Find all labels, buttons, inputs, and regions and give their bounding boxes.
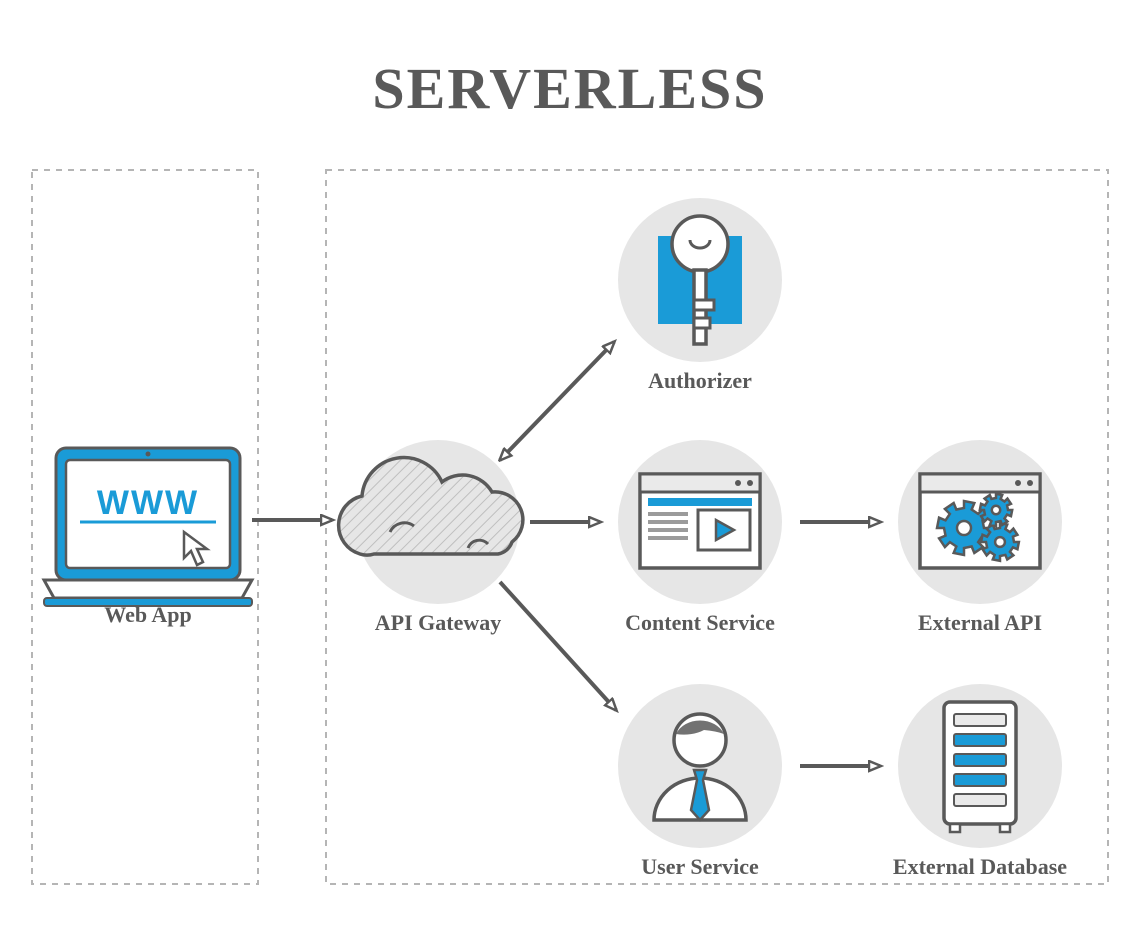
- node-content: Content Service: [618, 440, 782, 635]
- gateway-label: API Gateway: [375, 610, 501, 635]
- node-user: User Service: [618, 684, 782, 879]
- edge-gateway-auth: [500, 342, 614, 460]
- www-text: WWW: [97, 484, 199, 522]
- extapi-label: External API: [918, 610, 1042, 635]
- edge-gateway-user: [500, 582, 616, 710]
- extdb-label: External Database: [893, 854, 1067, 879]
- node-extapi: External API: [898, 440, 1062, 635]
- webapp-label: Web App: [104, 602, 191, 627]
- auth-label: Authorizer: [648, 368, 752, 393]
- diagram-canvas: SERVERLESS WWW Web App API Gateway Authoriz…: [0, 0, 1140, 949]
- content-label: Content Service: [625, 610, 775, 635]
- user-label: User Service: [641, 854, 759, 879]
- node-gateway: API Gateway: [339, 440, 523, 635]
- diagram-title: SERVERLESS: [372, 56, 767, 121]
- node-extdb: External Database: [893, 684, 1067, 879]
- node-webapp: WWW Web App: [44, 448, 252, 627]
- node-auth: Authorizer: [618, 198, 782, 393]
